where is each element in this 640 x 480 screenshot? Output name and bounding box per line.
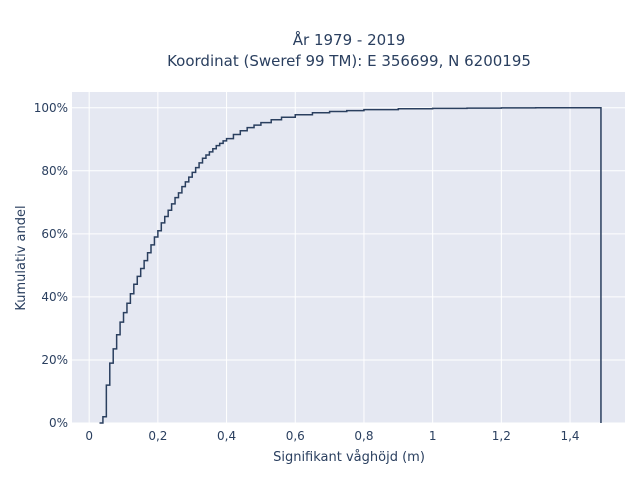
x-tick-label: 1 [429,429,437,443]
x-tick-label: 0,6 [286,429,305,443]
x-tick-label: 0,4 [217,429,236,443]
series-group [99,107,602,424]
plot-area [72,92,625,423]
chart-title-line2: Koordinat (Sweref 99 TM): E 356699, N 62… [167,52,531,70]
y-axis-title: Kumulativ andel [14,205,29,310]
y-axis-ticks: 0% 20% 40% 60% 80% 100% [34,101,68,430]
y-tick-label: 60% [41,227,68,241]
chart-title-line1: År 1979 - 2019 [293,30,406,49]
x-tick-label: 0,8 [354,429,373,443]
y-tick-label: 100% [34,101,68,115]
ecdf-series-line [99,107,602,424]
x-tick-label: 0,2 [148,429,167,443]
x-tick-label: 1,4 [560,429,579,443]
y-tick-label: 40% [41,290,68,304]
x-axis-ticks: 0 0,2 0,4 0,6 0,8 1 1,2 1,4 [85,429,579,443]
x-axis-title: Signifikant våghöjd (m) [273,450,425,465]
y-tick-label: 0% [49,416,68,430]
x-tick-label: 0 [85,429,93,443]
y-tick-label: 20% [41,353,68,367]
y-tick-label: 80% [41,164,68,178]
x-tick-label: 1,2 [492,429,511,443]
